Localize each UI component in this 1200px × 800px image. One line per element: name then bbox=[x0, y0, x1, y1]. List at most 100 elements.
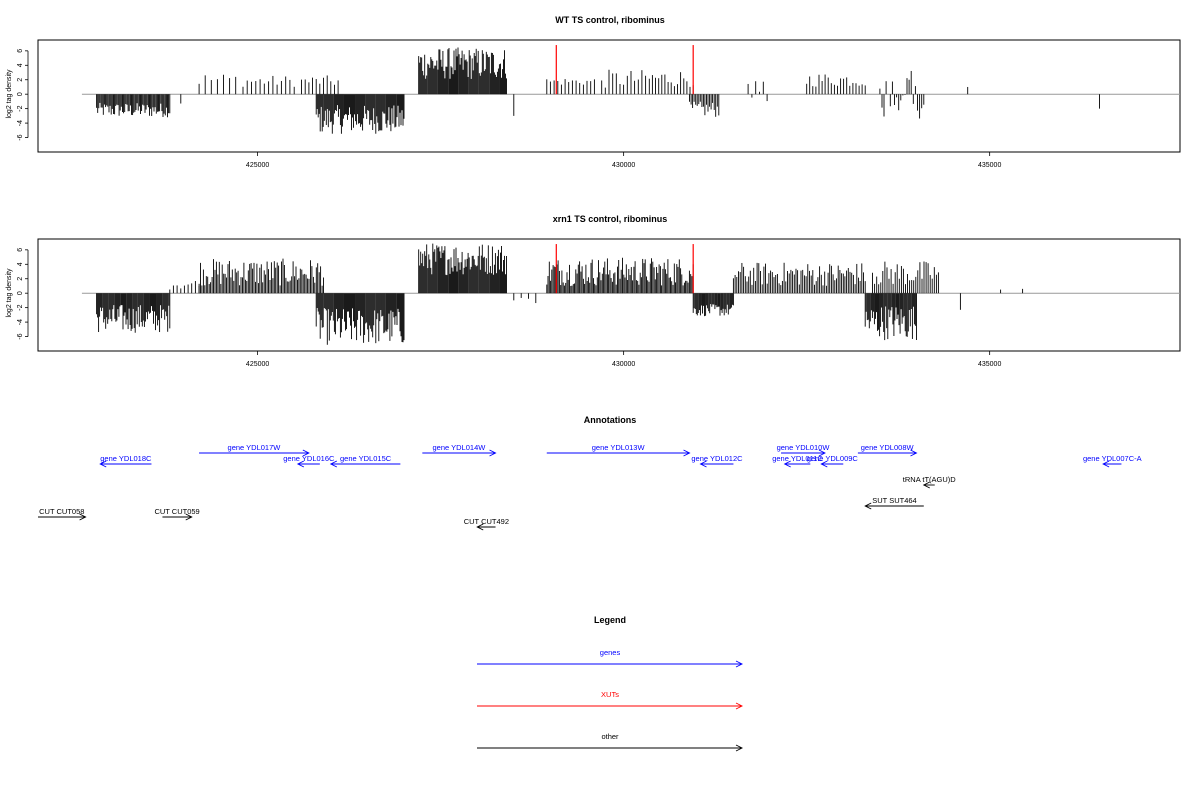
annotation-feature: CUT CUT058 bbox=[38, 507, 87, 521]
annotation-feature: CUT CUT492 bbox=[464, 517, 509, 531]
annotation-arrowhead bbox=[783, 460, 791, 468]
xrn1-track-panel: xrn1 TS control, ribominus log2 tag dens… bbox=[6, 214, 1181, 368]
annotation-label: gene YDL018C bbox=[100, 454, 152, 463]
xrn1-x-tick-label: 435000 bbox=[978, 361, 1001, 368]
annotation-label: gene YDL015C bbox=[340, 454, 392, 463]
annotation-feature: gene YDL018C bbox=[99, 454, 152, 468]
wt-plot-frame bbox=[37, 39, 1181, 153]
annotation-feature: gene YDL014W bbox=[422, 443, 497, 457]
annotation-feature: gene YDL009C bbox=[807, 454, 859, 468]
legend-entry: other bbox=[477, 732, 744, 752]
wt-track-title: WT TS control, ribominus bbox=[555, 15, 665, 25]
annotation-feature: tRNA tT(AGU)D bbox=[903, 475, 957, 489]
xrn1-y-axis: -6 -4 -2 0 2 4 6 bbox=[17, 248, 29, 340]
annotation-label: gene YDL011C bbox=[772, 454, 823, 463]
annotation-feature: gene YDL013W bbox=[546, 443, 691, 457]
annotation-arrowhead bbox=[476, 523, 484, 531]
annotation-arrowhead bbox=[699, 460, 707, 468]
annotation-arrowhead bbox=[296, 460, 305, 468]
annotation-label: SUT SUT464 bbox=[872, 496, 916, 505]
annotation-label: gene YDL013W bbox=[592, 443, 646, 452]
xrn1-density-bars bbox=[96, 243, 1024, 345]
annotation-feature: gene YDL015C bbox=[329, 454, 401, 468]
wt-y-tick-label: -4 bbox=[17, 120, 24, 126]
annotation-label: CUT CUT058 bbox=[39, 507, 84, 516]
wt-y-tick-label: -2 bbox=[17, 105, 24, 111]
xrn1-y-axis-label: log2 tag density bbox=[6, 268, 13, 318]
wt-x-axis: 425000 430000 435000 bbox=[246, 152, 1001, 169]
wt-x-tick-label: 430000 bbox=[612, 162, 635, 169]
legend-arrowhead bbox=[735, 660, 744, 668]
annotation-arrowhead bbox=[185, 513, 193, 521]
wt-y-axis: -6 -4 -2 0 2 4 6 bbox=[17, 49, 29, 141]
annotation-label: gene YDL010W bbox=[777, 443, 831, 452]
wt-x-tick-label: 425000 bbox=[246, 162, 269, 169]
annotation-label: gene YDL007C-A bbox=[1083, 454, 1142, 463]
annotation-arrowhead bbox=[99, 460, 107, 468]
annotation-arrowhead bbox=[864, 502, 872, 510]
annotation-feature: SUT SUT464 bbox=[864, 496, 924, 510]
xrn1-y-tick-label: 2 bbox=[17, 277, 24, 281]
legend-arrowhead bbox=[735, 702, 744, 710]
xrn1-y-tick-label: -2 bbox=[17, 304, 24, 310]
wt-y-tick-label: 6 bbox=[17, 49, 24, 53]
annotation-label: gene YDL008W bbox=[861, 443, 915, 452]
annotation-arrowhead bbox=[922, 481, 930, 489]
legend-panel: Legend genes XUTs other bbox=[477, 615, 744, 752]
annotation-label: gene YDL017W bbox=[228, 443, 282, 452]
wt-track-panel: WT TS control, ribominus log2 tag densit… bbox=[6, 15, 1181, 169]
xrn1-x-axis: 425000 430000 435000 bbox=[246, 351, 1001, 368]
legend-entry: XUTs bbox=[477, 690, 744, 710]
legend-entries: genes XUTs other bbox=[477, 648, 744, 752]
xrn1-x-tick-label: 425000 bbox=[246, 361, 269, 368]
annotations-title: Annotations bbox=[584, 415, 637, 425]
wt-xut-marks bbox=[555, 45, 694, 95]
annotation-feature: gene YDL010W bbox=[777, 443, 831, 457]
legend-entry: genes bbox=[477, 648, 744, 668]
wt-y-tick-label: 4 bbox=[17, 63, 24, 67]
legend-arrowhead bbox=[735, 744, 744, 752]
annotation-arrowhead bbox=[818, 449, 826, 457]
annotation-feature: gene YDL012C bbox=[691, 454, 743, 468]
annotation-feature: gene YDL011C bbox=[772, 454, 823, 468]
wt-y-tick-label: 2 bbox=[17, 78, 24, 82]
wt-y-tick-label: -6 bbox=[17, 134, 24, 140]
annotation-arrowhead bbox=[683, 449, 691, 457]
annotation-feature: gene YDL016C bbox=[283, 454, 335, 468]
annotation-arrowhead bbox=[910, 449, 918, 457]
annotation-arrowhead bbox=[489, 449, 497, 457]
xrn1-y-tick-label: -4 bbox=[17, 319, 24, 325]
xrn1-y-tick-label: 6 bbox=[17, 248, 24, 252]
xrn1-y-tick-label: 4 bbox=[17, 262, 24, 266]
annotation-feature: gene YDL017W bbox=[199, 443, 310, 457]
legend-title: Legend bbox=[594, 615, 626, 625]
annotation-feature: CUT CUT059 bbox=[154, 507, 200, 521]
xrn1-y-tick-label: 0 bbox=[17, 291, 24, 295]
xrn1-y-tick-label: -6 bbox=[17, 333, 24, 339]
xrn1-xut-marks bbox=[555, 244, 694, 294]
annotation-arrowhead bbox=[329, 460, 338, 468]
annotation-arrowhead bbox=[79, 513, 87, 521]
xrn1-plot-frame bbox=[37, 238, 1181, 352]
annotation-label: gene YDL014W bbox=[433, 443, 487, 452]
annotation-label: gene YDL009C bbox=[807, 454, 859, 463]
annotation-arrowhead bbox=[1102, 460, 1110, 468]
legend-label: XUTs bbox=[601, 690, 619, 699]
wt-x-tick-label: 435000 bbox=[978, 162, 1001, 169]
xrn1-track-title: xrn1 TS control, ribominus bbox=[553, 214, 668, 224]
xrn1-x-tick-label: 430000 bbox=[612, 361, 635, 368]
annotation-label: CUT CUT492 bbox=[464, 517, 509, 526]
annotation-arrowhead bbox=[302, 449, 310, 457]
wt-y-axis-label: log2 tag density bbox=[6, 69, 13, 119]
annotation-label: gene YDL012C bbox=[691, 454, 743, 463]
legend-label: genes bbox=[600, 648, 621, 657]
annotation-arrowhead bbox=[820, 460, 828, 468]
legend-label: other bbox=[601, 732, 619, 741]
annotation-label: tRNA tT(AGU)D bbox=[903, 475, 957, 484]
annotation-label: gene YDL016C bbox=[283, 454, 335, 463]
annotation-feature: gene YDL008W bbox=[857, 443, 918, 457]
wt-y-tick-label: 0 bbox=[17, 92, 24, 96]
